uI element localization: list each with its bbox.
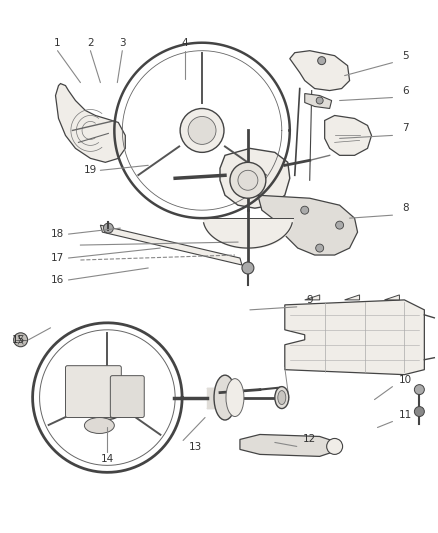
Circle shape — [237, 171, 257, 190]
Text: 9: 9 — [306, 295, 312, 305]
Circle shape — [230, 163, 265, 198]
Polygon shape — [384, 295, 399, 300]
Text: 14: 14 — [100, 455, 114, 464]
Polygon shape — [257, 195, 357, 255]
Circle shape — [300, 206, 308, 214]
Circle shape — [315, 97, 322, 104]
Text: 8: 8 — [401, 203, 408, 213]
Text: 3: 3 — [119, 38, 125, 48]
Text: 11: 11 — [398, 409, 411, 419]
Ellipse shape — [214, 375, 235, 420]
Circle shape — [335, 221, 343, 229]
Circle shape — [85, 376, 129, 419]
Text: 5: 5 — [401, 51, 408, 61]
Text: 7: 7 — [401, 124, 408, 133]
Text: 6: 6 — [401, 86, 408, 95]
Ellipse shape — [84, 417, 114, 433]
Text: 10: 10 — [398, 375, 411, 385]
Polygon shape — [304, 295, 319, 300]
Polygon shape — [289, 51, 349, 91]
Text: 4: 4 — [181, 38, 188, 48]
Circle shape — [326, 439, 342, 455]
Polygon shape — [284, 300, 424, 375]
Circle shape — [413, 407, 424, 416]
Text: 17: 17 — [51, 253, 64, 263]
Circle shape — [187, 117, 215, 144]
Text: 1: 1 — [54, 38, 61, 48]
Circle shape — [315, 244, 323, 252]
Polygon shape — [324, 116, 371, 155]
Ellipse shape — [274, 386, 288, 409]
Polygon shape — [219, 148, 289, 208]
Text: 18: 18 — [51, 229, 64, 239]
Polygon shape — [344, 295, 359, 300]
Circle shape — [241, 262, 253, 274]
Circle shape — [103, 223, 113, 233]
Text: 15: 15 — [12, 335, 25, 345]
Polygon shape — [55, 84, 125, 163]
Polygon shape — [240, 434, 334, 456]
Text: 19: 19 — [84, 165, 97, 175]
FancyBboxPatch shape — [110, 376, 144, 417]
Text: 16: 16 — [51, 275, 64, 285]
Circle shape — [413, 385, 424, 394]
Circle shape — [180, 109, 223, 152]
Polygon shape — [100, 225, 241, 265]
Text: 12: 12 — [302, 434, 316, 445]
Circle shape — [14, 333, 28, 347]
Ellipse shape — [277, 391, 285, 405]
Circle shape — [317, 56, 325, 64]
Text: 13: 13 — [188, 442, 201, 453]
Text: 2: 2 — [87, 38, 93, 48]
FancyBboxPatch shape — [65, 366, 121, 417]
Polygon shape — [304, 94, 331, 109]
Ellipse shape — [226, 378, 244, 416]
